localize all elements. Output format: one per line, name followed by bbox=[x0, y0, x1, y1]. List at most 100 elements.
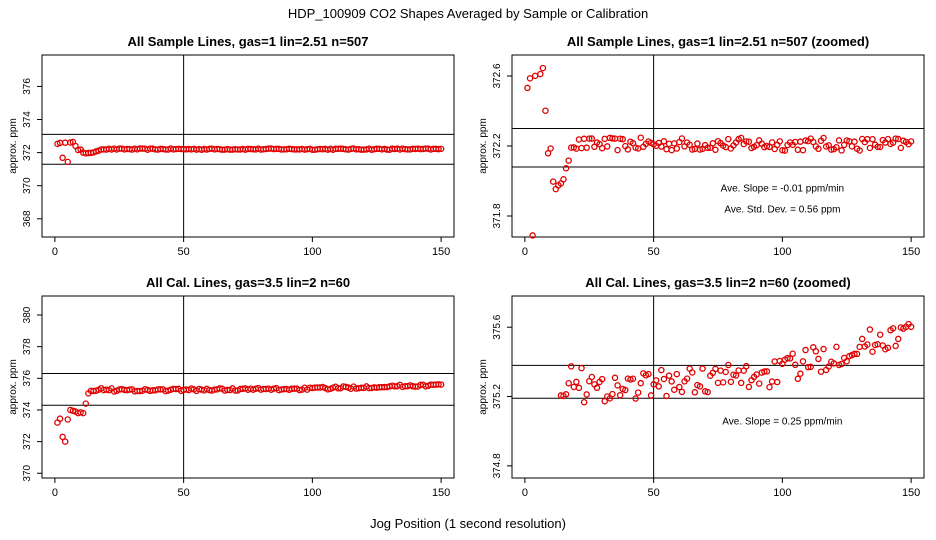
figure-xlabel: Jog Position (1 second resolution) bbox=[370, 516, 566, 531]
data-point bbox=[583, 391, 590, 398]
data-point bbox=[524, 84, 531, 92]
data-point bbox=[768, 378, 776, 385]
data-point bbox=[59, 433, 66, 441]
data-point bbox=[709, 140, 717, 147]
data-point bbox=[56, 415, 64, 422]
data-point bbox=[668, 146, 675, 154]
y-axis-label: approx. ppm bbox=[8, 359, 19, 415]
data-point bbox=[567, 363, 575, 370]
data-point bbox=[897, 144, 905, 152]
data-point bbox=[549, 178, 557, 185]
data-point bbox=[820, 345, 827, 353]
y-tick-label: 370 bbox=[22, 177, 33, 194]
y-tick-label: 372.6 bbox=[492, 63, 503, 88]
y-tick-label: 374 bbox=[22, 111, 33, 128]
data-point bbox=[665, 140, 673, 148]
data-point bbox=[531, 72, 539, 80]
data-point bbox=[691, 389, 699, 396]
data-point bbox=[645, 370, 652, 378]
data-point bbox=[435, 145, 442, 153]
data-point bbox=[812, 348, 820, 355]
data-point bbox=[735, 367, 742, 374]
data-point bbox=[637, 134, 645, 141]
panel-title: All Sample Lines, gas=1 lin=2.51 n=507 (… bbox=[567, 34, 869, 49]
y-tick-label: 371.8 bbox=[492, 203, 503, 228]
data-point bbox=[624, 146, 632, 153]
y-tick-label: 376 bbox=[22, 78, 33, 95]
data-point bbox=[722, 368, 729, 376]
data-point bbox=[609, 390, 616, 398]
data-point bbox=[689, 369, 696, 376]
y-tick-label: 374.8 bbox=[492, 453, 503, 478]
data-point bbox=[539, 64, 547, 72]
data-point bbox=[727, 378, 735, 386]
y-axis-label: approx. ppm bbox=[8, 118, 19, 174]
data-point bbox=[869, 348, 876, 355]
x-tick-label: 50 bbox=[648, 246, 660, 258]
data-point bbox=[663, 392, 670, 400]
x-tick-label: 0 bbox=[522, 487, 528, 499]
data-point bbox=[683, 375, 691, 382]
data-point bbox=[876, 143, 884, 151]
data-point bbox=[614, 146, 621, 154]
y-tick-label: 375.6 bbox=[492, 314, 503, 339]
data-point bbox=[743, 138, 750, 145]
data-point bbox=[537, 70, 544, 78]
x-tick-label: 50 bbox=[648, 487, 660, 499]
data-point bbox=[825, 363, 832, 370]
x-tick-label: 150 bbox=[902, 246, 920, 258]
data-point bbox=[59, 154, 66, 162]
data-point bbox=[815, 355, 822, 363]
data-point bbox=[851, 138, 858, 145]
data-point bbox=[593, 384, 601, 392]
data-point bbox=[851, 350, 858, 358]
data-point bbox=[828, 146, 835, 153]
figure-title: HDP_100909 CO2 Shapes Averaged by Sample… bbox=[287, 6, 649, 21]
data-point bbox=[609, 135, 616, 142]
data-point bbox=[848, 143, 856, 150]
data-point bbox=[856, 147, 863, 154]
data-point bbox=[676, 383, 683, 391]
data-point bbox=[794, 146, 802, 154]
data-point bbox=[578, 144, 585, 152]
data-point bbox=[670, 140, 678, 147]
data-point bbox=[616, 135, 624, 142]
data-point bbox=[802, 346, 809, 354]
y-axis-label: approx. ppm bbox=[478, 118, 489, 174]
data-point bbox=[694, 140, 701, 147]
y-tick-label: 372.2 bbox=[492, 133, 503, 158]
data-point bbox=[714, 379, 722, 387]
data-point bbox=[820, 134, 827, 142]
data-point bbox=[712, 365, 719, 373]
data-point bbox=[67, 139, 74, 146]
data-point bbox=[799, 358, 807, 365]
data-point bbox=[817, 368, 825, 375]
data-point bbox=[611, 374, 619, 382]
data-point bbox=[614, 382, 621, 389]
data-point bbox=[696, 383, 704, 390]
data-point bbox=[797, 138, 804, 145]
data-point bbox=[529, 232, 536, 239]
data-point bbox=[781, 147, 789, 154]
data-point bbox=[437, 145, 445, 153]
data-point bbox=[658, 366, 665, 374]
data-point bbox=[889, 325, 897, 332]
data-point bbox=[296, 386, 303, 394]
panel-4: All Cal. Lines, gas=3.5 lin=2 n=60 (zoom… bbox=[478, 275, 925, 499]
data-point bbox=[586, 135, 593, 142]
data-point bbox=[743, 362, 750, 370]
data-point bbox=[779, 146, 786, 154]
data-point bbox=[725, 361, 732, 369]
data-point bbox=[670, 386, 678, 394]
data-point bbox=[761, 368, 768, 375]
y-tick-label: 380 bbox=[22, 306, 33, 323]
data-point bbox=[843, 357, 851, 365]
annotation: Ave. Std. Dev. = 0.56 ppm bbox=[724, 205, 840, 216]
data-point bbox=[699, 365, 706, 372]
data-point bbox=[580, 398, 588, 406]
x-tick-label: 150 bbox=[902, 487, 920, 499]
data-point bbox=[570, 383, 578, 391]
data-point bbox=[815, 145, 822, 153]
data-point bbox=[833, 143, 840, 151]
data-point bbox=[892, 342, 899, 350]
